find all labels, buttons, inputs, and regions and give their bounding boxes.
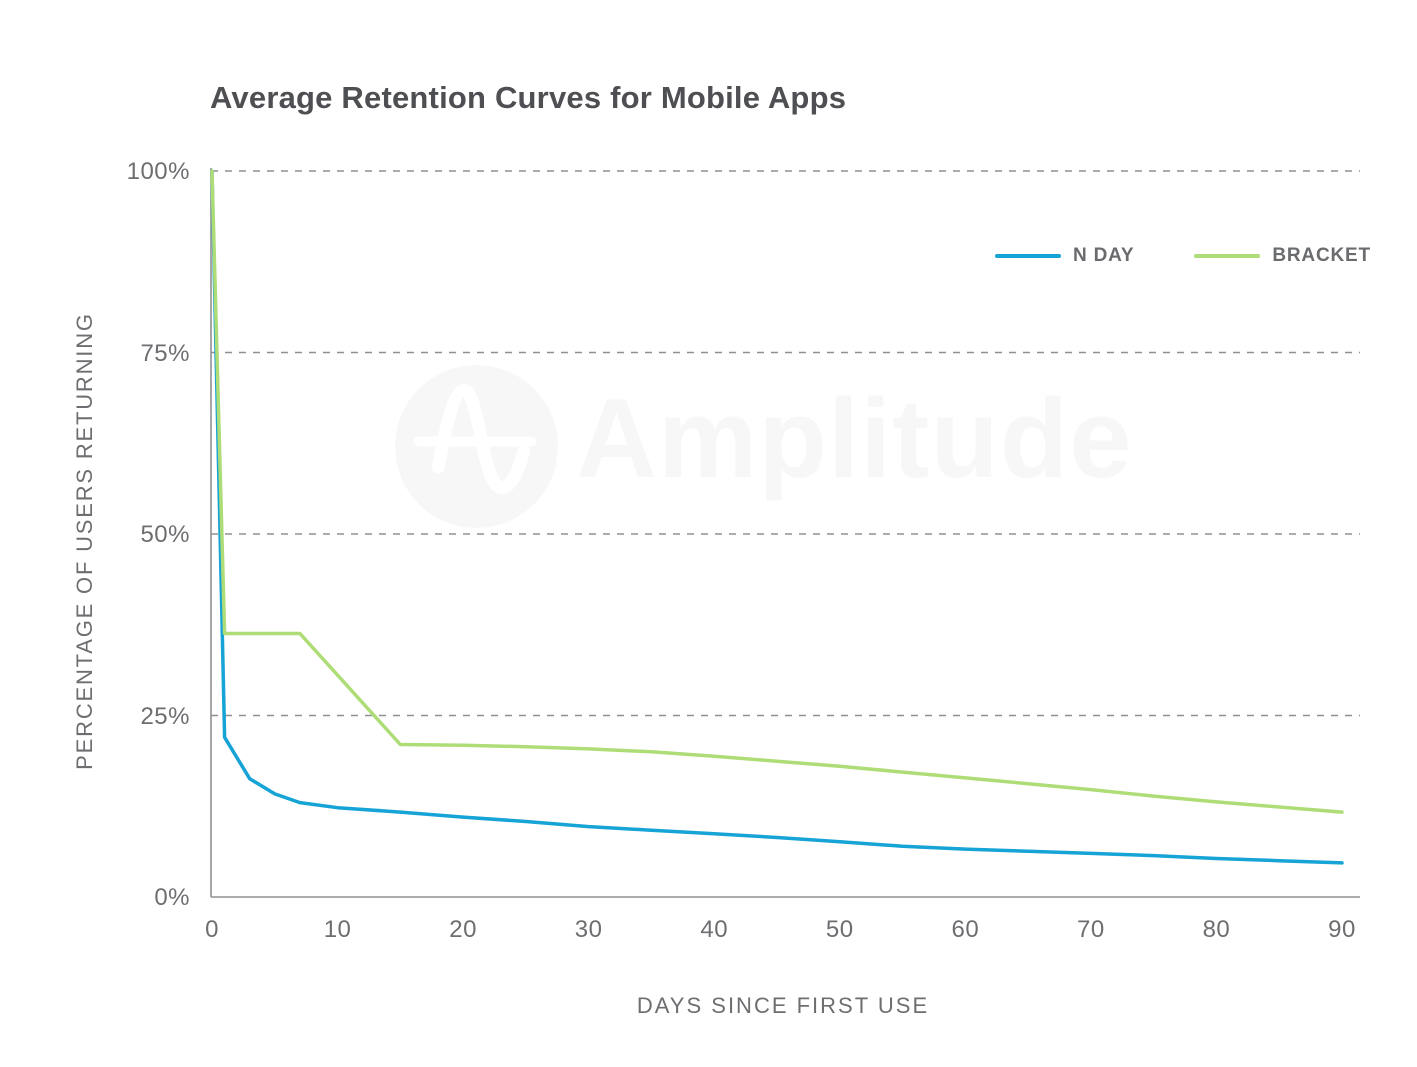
amplitude-watermark: Amplitude [393,357,1133,535]
x-tick-label-80: 80 [1202,916,1231,943]
legend: N DAY BRACKET [995,245,1371,267]
x-tick-label-0: 0 [205,916,219,943]
x-tick-label-20: 20 [449,916,477,943]
y-tick-label-100: 100% [126,158,190,185]
x-tick-label-50: 50 [825,916,854,943]
watermark-text: Amplitude [576,376,1133,501]
series-line-bracket [210,169,1344,814]
x-tick-label-90: 90 [1328,916,1356,943]
y-tick-label-75: 75% [140,339,190,367]
legend-label-bracket: BRACKET [1272,245,1371,266]
x-axis-title: DAYS SINCE FIRST USE [636,993,930,1018]
y-tick-label-50: 50% [140,521,190,548]
legend-label-n-day: N DAY [1073,245,1135,266]
chart-title: Average Retention Curves for Mobile Apps [210,80,847,115]
series-line-n-day [210,169,1344,865]
amplitude-logo-icon [394,364,559,528]
y-tick-label-0: 0% [154,884,190,911]
x-tick-label-60: 60 [951,916,980,943]
x-tick-label-40: 40 [700,916,729,943]
y-tick-label-25: 25% [140,702,190,730]
y-axis-title: PERCENTAGE OF USERS RETURNING [72,312,97,770]
legend-item-bracket: BRACKET [1194,245,1371,267]
legend-item-n-day: N DAY [995,245,1134,267]
bracket-line-swatch [1194,254,1261,258]
x-tick-label-70: 70 [1077,916,1105,943]
x-tick-label-10: 10 [323,916,352,943]
x-tick-label-30: 30 [574,916,603,943]
n-day-line-swatch [995,254,1061,258]
